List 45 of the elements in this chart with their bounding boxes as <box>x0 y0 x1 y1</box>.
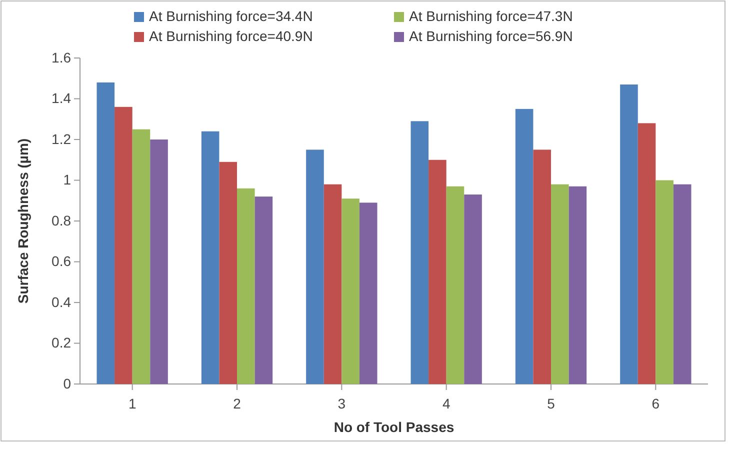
bar <box>568 186 587 384</box>
bar <box>359 202 378 384</box>
bar <box>464 194 482 384</box>
y-tick-label: 0.4 <box>52 294 72 310</box>
bar <box>656 180 674 384</box>
x-axis-title: No of Tool Passes <box>334 419 454 435</box>
bar <box>673 184 692 384</box>
y-tick-label: 0.8 <box>52 212 72 228</box>
bar <box>515 108 534 384</box>
bar <box>620 84 638 384</box>
legend-label: At Burnishing force=47.3N <box>409 8 573 24</box>
bar <box>324 184 342 384</box>
y-tick-label: 0 <box>63 375 72 392</box>
bar <box>533 150 551 384</box>
y-tick-label: 1.6 <box>52 49 72 66</box>
y-tick-label: 0.6 <box>52 253 72 270</box>
bar <box>428 160 446 384</box>
bar <box>150 140 168 384</box>
x-tick-label: 4 <box>442 395 450 412</box>
bar <box>96 82 115 384</box>
bar <box>446 186 464 384</box>
x-tick-label: 2 <box>233 395 242 412</box>
bar <box>237 188 255 384</box>
bar <box>342 198 360 384</box>
bar <box>306 150 324 384</box>
bar <box>219 162 237 384</box>
x-tick-label: 5 <box>547 395 556 412</box>
bar <box>114 106 132 384</box>
x-tick-label: 1 <box>128 395 136 412</box>
legend-label: At Burnishing force=40.9N <box>149 28 313 44</box>
y-tick-label: 0.2 <box>52 334 72 351</box>
y-tick-label: 1.4 <box>52 90 72 106</box>
bar <box>410 121 429 384</box>
bar <box>551 184 569 384</box>
legend-label: At Burnishing force=34.4N <box>149 8 313 24</box>
x-tick-label: 3 <box>338 395 346 412</box>
x-tick-label: 6 <box>652 395 660 412</box>
y-tick-label: 1.2 <box>52 130 72 147</box>
bar <box>132 129 150 384</box>
bar <box>201 131 220 384</box>
bar <box>638 123 656 384</box>
bar <box>254 196 273 384</box>
y-tick-label: 1 <box>63 172 72 188</box>
y-axis-title: Surface Roughness (µm) <box>15 138 31 304</box>
legend-label: At Burnishing force=56.9N <box>409 28 573 44</box>
